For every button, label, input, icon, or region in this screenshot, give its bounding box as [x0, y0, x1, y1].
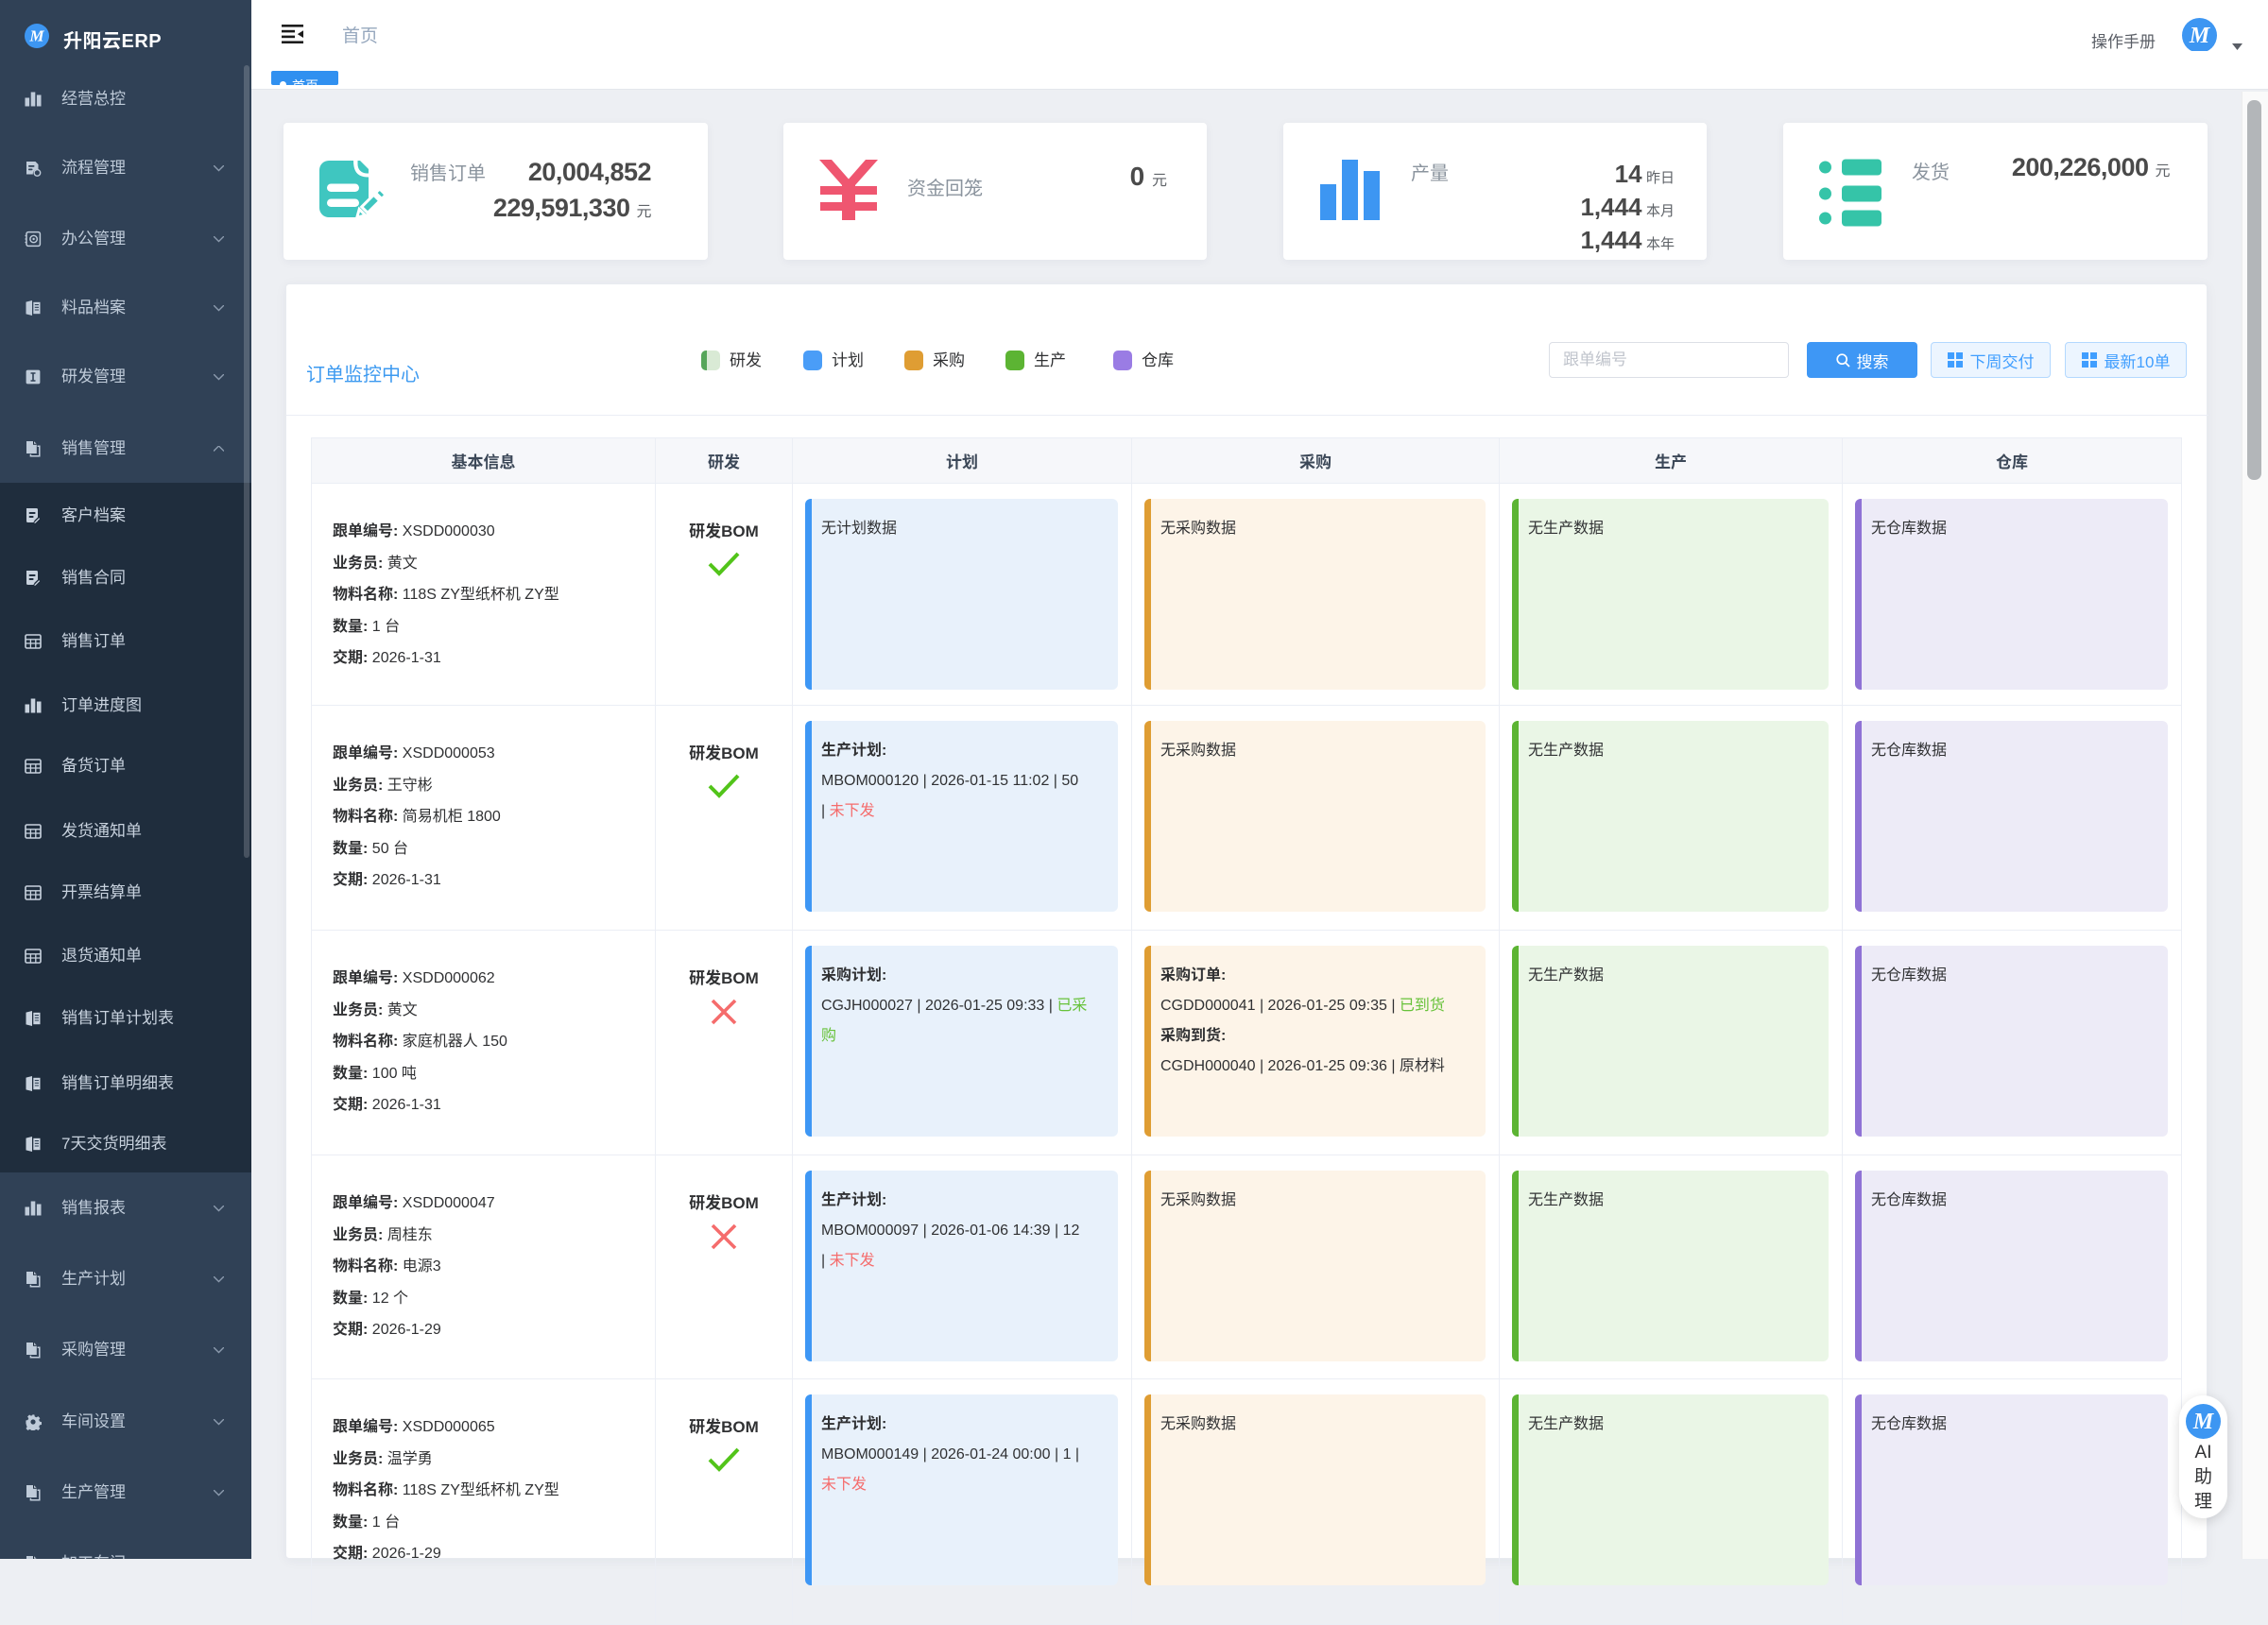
- svg-text:M: M: [2189, 24, 2211, 48]
- svg-text:M: M: [28, 27, 44, 45]
- svg-text:M: M: [2192, 1410, 2215, 1434]
